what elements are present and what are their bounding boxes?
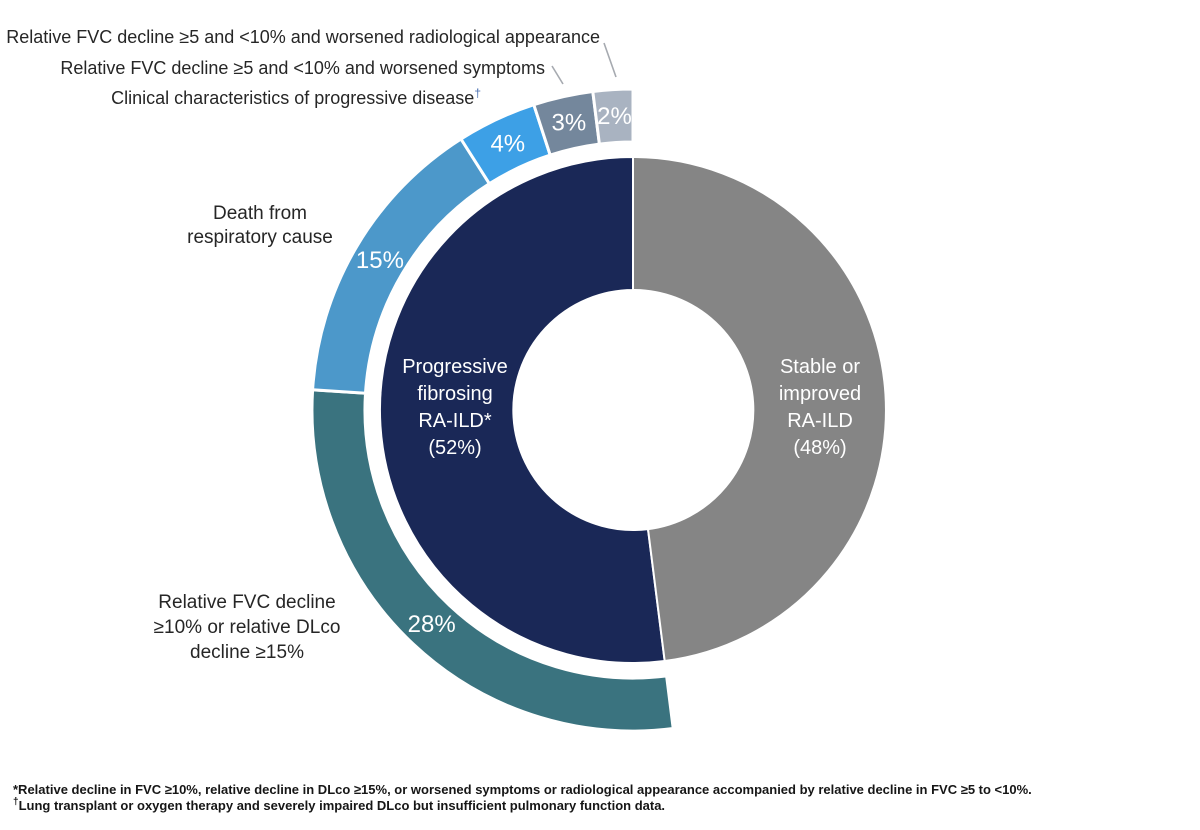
outer-ring — [310, 87, 675, 733]
callout-death-line1: Death from — [213, 203, 307, 224]
leader-line-radiological — [603, 42, 617, 78]
center-progressive-line1: Progressive — [402, 356, 508, 378]
footnotes: *Relative decline in FVC ≥10%, relative … — [13, 782, 1193, 814]
footnote-dagger-text: Lung transplant or oxygen therapy and se… — [18, 798, 666, 813]
segment-worsened-radiological-2 — [591, 87, 635, 146]
callout-fvc-line2: ≥10% or relative DLco — [153, 617, 341, 638]
center-stable-line3: RA-ILD — [787, 410, 853, 432]
center-label-progressive: Progressive fibrosing RA-ILD* (52%) — [355, 354, 555, 462]
center-stable-line2: improved — [778, 383, 862, 405]
percent-label-4: 4% — [490, 131, 525, 158]
leader-line-symptoms — [551, 65, 564, 85]
callout-fvc-decline: Relative FVC decline ≥10% or relative DL… — [137, 590, 357, 665]
footnote-dagger-marker: † — [13, 796, 19, 808]
percent-label-3: 3% — [552, 110, 587, 137]
percent-label-2: 2% — [597, 103, 632, 130]
segment-progressive-fibrosing-ra-ild — [378, 155, 666, 664]
inner-ring — [378, 155, 887, 664]
segment-stable-improved-ra-ild — [632, 155, 887, 663]
callout-fvc-line3: decline ≥15% — [190, 642, 304, 663]
center-stable-line4: (48%) — [793, 437, 847, 459]
center-label-stable: Stable or improved RA-ILD (48%) — [718, 354, 922, 462]
percent-label-28: 28% — [408, 611, 456, 638]
footnote-dagger: †Lung transplant or oxygen therapy and s… — [13, 796, 1193, 814]
center-stable-line1: Stable or — [779, 356, 861, 378]
callout-clinical-text: Clinical characteristics of progressive … — [111, 88, 475, 108]
center-progressive-line4: (52%) — [428, 437, 482, 459]
callout-clinical: Clinical characteristics of progressive … — [0, 86, 481, 108]
center-progressive-line2: fibrosing — [417, 383, 493, 405]
callout-fvc-line1: Relative FVC decline — [158, 592, 336, 613]
dagger-marker: † — [474, 86, 481, 100]
callout-death: Death from respiratory cause — [150, 202, 370, 250]
center-progressive-line3: RA-ILD* — [418, 410, 492, 432]
callout-radiological: Relative FVC decline ≥5 and <10% and wor… — [6, 27, 600, 47]
percent-label-15: 15% — [356, 247, 404, 274]
callout-death-line2: respiratory cause — [187, 227, 333, 248]
leader-lines — [551, 42, 617, 85]
callout-symptoms: Relative FVC decline ≥5 and <10% and wor… — [60, 58, 545, 78]
percent-labels: 28% 15% 4% 3% 2% — [356, 103, 632, 638]
footnote-asterisk: *Relative decline in FVC ≥10%, relative … — [13, 782, 1032, 797]
